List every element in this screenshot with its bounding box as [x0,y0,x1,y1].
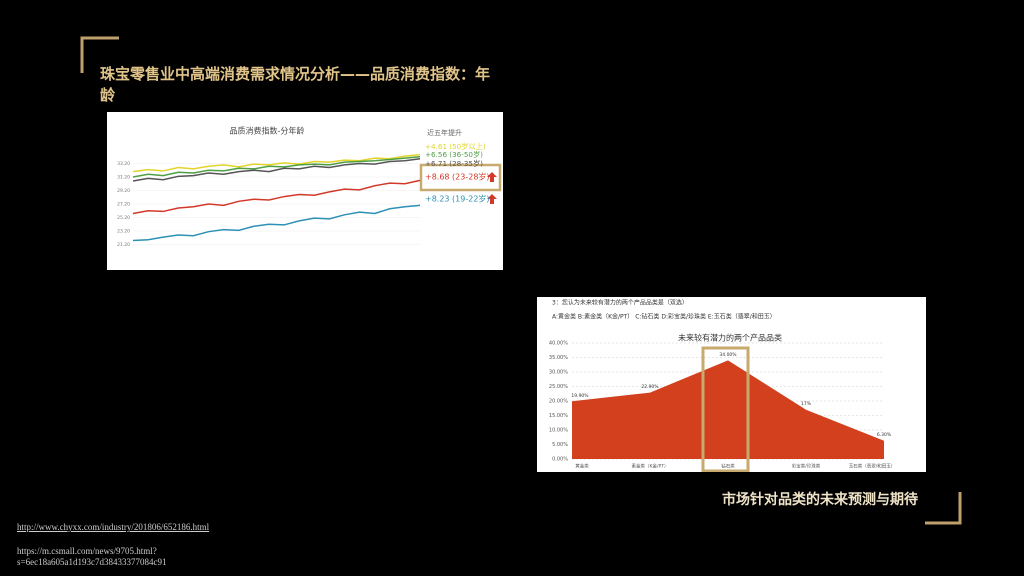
slide-title: 珠宝零售业中高端消费需求情况分析——品质消费指数：年龄 [100,65,491,104]
y-tick-label: 40.00% [549,341,568,347]
legend-title: 近五年提升 [427,128,462,137]
source-link[interactable]: https://m.csmall.com/news/9705.html? [17,546,157,556]
line-chart-image: 品质消费指数-分年龄 近五年提升 21.20 23.20 25.20 27.20 29.… [107,112,503,270]
series-line [132,156,421,178]
legend-entry: +4.61 (50岁以上) [425,142,486,151]
y-tick-label: 30.00% [549,370,568,376]
legend-entry: +6.71 (28-35岁) [425,159,483,168]
value-label: 17% [801,401,812,407]
options: A:黄金类 B:素金类（K金/PT） C:钻石类 D:彩宝类/珍珠类 E:玉石类… [552,313,776,321]
legend-entry: +6.56 (36-50岁) [425,150,483,159]
y-tick-label: 27.20 [117,202,130,208]
area [572,360,884,459]
x-tick-label: 彩宝类/珍珠类 [792,463,821,470]
question: 3：您认为未来较有潜力的两个产品品类是（双选） [552,299,688,307]
x-tick-label: 黄金类 [575,463,589,470]
series-line [132,153,421,173]
y-tick-label: 15.00% [549,413,568,419]
x-tick-label: 玉石类（翡翠/和田玉） [849,463,896,470]
y-tick-label: 33.20 [117,161,130,167]
y-tick-label: 23.20 [117,229,130,235]
source-link[interactable]: s=6ec18a605a1d193c7d38433377084c91 [17,557,167,567]
legend-entry: +8.23 (19-22岁) [425,194,490,204]
series-line [132,158,421,182]
y-tick-label: 31.20 [117,175,130,181]
legend-entry: +8.68 (23-28岁) [425,172,490,182]
value-label: 34.00% [719,352,737,358]
y-tick-label: 5.00% [552,442,568,448]
y-tick-label: 10.00% [549,428,568,434]
value-label: 19.90% [571,393,589,399]
y-tick-label: 25.20 [117,215,130,221]
value-label: 6.30% [877,432,892,438]
up-arrow [487,172,497,182]
series-line [132,204,421,242]
corner-bracket [925,492,962,525]
y-tick-label: 20.00% [549,399,568,405]
y-tick-label: 29.20 [117,188,130,194]
y-tick-label: 0.00% [552,457,568,463]
caption: 市场针对品类的未来预测与期待 [722,492,918,508]
corner-bracket [80,36,119,73]
source-link[interactable]: http://www.chyxx.com/industry/201806/652… [17,522,210,532]
area-chart-image: 3：您认为未来较有潜力的两个产品品类是（双选） A:黄金类 B:素金类（K金/P… [537,297,926,472]
highlight-box [701,346,750,472]
y-tick-label: 35.00% [549,355,568,361]
up-arrow [487,194,497,204]
chart-title: 未来较有潜力的两个产品品类 [678,333,782,343]
highlight-box [419,163,502,192]
y-tick-label: 21.20 [117,242,130,248]
value-label: 22.90% [641,384,659,390]
x-tick-label: 钻石类 [721,463,735,470]
y-tick-label: 25.00% [549,384,568,390]
chart-title: 品质消费指数-分年龄 [230,126,305,136]
x-tick-label: 素金类（K金/PT） [632,463,669,470]
series-line [132,179,421,215]
